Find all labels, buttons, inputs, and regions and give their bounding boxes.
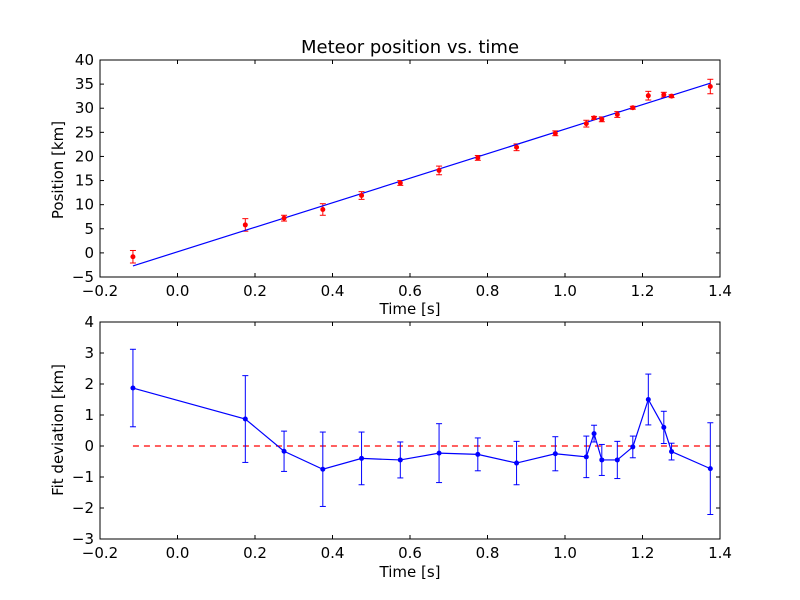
y-tick-label: 10 bbox=[75, 196, 94, 214]
deviation-point bbox=[614, 457, 620, 463]
y-tick-label: −1 bbox=[72, 468, 94, 486]
x-tick-label: −0.2 bbox=[82, 282, 118, 300]
deviation-point bbox=[359, 455, 365, 461]
y-tick-label: 15 bbox=[75, 172, 94, 190]
deviation-point bbox=[242, 416, 248, 422]
y-tick-label: 3 bbox=[84, 344, 94, 362]
x-tick-label: 0.0 bbox=[166, 282, 190, 300]
fit-line bbox=[132, 82, 711, 267]
y-tick-label: 40 bbox=[75, 51, 94, 69]
position-point bbox=[583, 121, 589, 127]
position-point bbox=[397, 180, 403, 186]
y-tick-label: −3 bbox=[72, 530, 94, 548]
deviation-point bbox=[630, 444, 636, 450]
position-point bbox=[614, 111, 620, 117]
position-point bbox=[599, 116, 605, 122]
deviation-point bbox=[707, 466, 713, 472]
x-tick-label: −0.2 bbox=[82, 544, 118, 562]
position-plot-ylabel: Position [km] bbox=[49, 121, 67, 219]
deviation-point bbox=[475, 451, 481, 457]
deviation-point bbox=[320, 466, 326, 472]
position-point bbox=[281, 215, 287, 221]
position-point bbox=[630, 105, 636, 111]
position-point bbox=[242, 222, 248, 228]
x-tick-label: 0.8 bbox=[476, 544, 500, 562]
position-point bbox=[707, 84, 713, 90]
deviation-plot-frame bbox=[99, 321, 721, 540]
x-tick-label: 0.0 bbox=[166, 544, 190, 562]
position-point bbox=[130, 254, 136, 260]
y-tick-label: 5 bbox=[84, 220, 94, 238]
deviation-plot-xlabel: Time [s] bbox=[379, 563, 441, 581]
x-tick-label: 0.2 bbox=[243, 544, 267, 562]
y-tick-label: 0 bbox=[84, 437, 94, 455]
deviation-plot-ylabel: Fit deviation [km] bbox=[49, 364, 67, 496]
position-point bbox=[475, 155, 481, 161]
x-tick-label: 1.0 bbox=[553, 282, 577, 300]
deviation-point bbox=[591, 431, 597, 437]
y-tick-label: 20 bbox=[75, 147, 94, 165]
x-tick-label: 0.4 bbox=[321, 544, 345, 562]
x-tick-label: 0.4 bbox=[321, 282, 345, 300]
y-tick-label: 35 bbox=[75, 75, 94, 93]
deviation-point bbox=[436, 450, 442, 456]
y-tick-label: 30 bbox=[75, 99, 94, 117]
position-plot-marks: −0.2 0.0 0.2 0.4 0.6 0.8 1.0 1.2 1.4 −5 0 5 10 15 20 25… bbox=[72, 51, 732, 300]
position-point bbox=[645, 93, 651, 99]
y-tick-label: 4 bbox=[84, 313, 94, 331]
deviation-point bbox=[397, 457, 403, 463]
position-point bbox=[552, 130, 558, 136]
position-point bbox=[320, 206, 326, 212]
position-plot-title: Meteor position vs. time bbox=[301, 37, 519, 58]
deviation-point bbox=[645, 397, 651, 402]
position-point bbox=[661, 92, 667, 98]
x-tick-label: 1.2 bbox=[631, 282, 655, 300]
position-point bbox=[359, 193, 365, 199]
x-tick-label: 0.6 bbox=[398, 544, 422, 562]
position-point bbox=[591, 115, 597, 121]
deviation-point bbox=[599, 457, 605, 463]
deviation-point bbox=[514, 460, 520, 466]
x-tick-label: 0.8 bbox=[476, 282, 500, 300]
position-point bbox=[514, 144, 520, 150]
position-plot-xlabel: Time [s] bbox=[379, 300, 441, 318]
y-tick-label: −2 bbox=[72, 499, 94, 517]
x-tick-label: 0.2 bbox=[243, 282, 267, 300]
y-tick-label: 0 bbox=[84, 244, 94, 262]
deviation-point bbox=[552, 451, 558, 457]
deviation-point bbox=[669, 449, 675, 455]
y-tick-label: 1 bbox=[84, 406, 94, 424]
position-plot-frame bbox=[99, 59, 721, 278]
x-tick-label: 1.4 bbox=[708, 282, 732, 300]
deviation-plot: Time [s] Fit deviation [km] −0.2 0.0 0.2 0.… bbox=[49, 313, 732, 581]
deviation-point bbox=[281, 448, 287, 454]
y-tick-label: 25 bbox=[75, 123, 94, 141]
x-tick-label: 1.0 bbox=[553, 544, 577, 562]
x-tick-label: 1.4 bbox=[708, 544, 732, 562]
deviation-plot-marks: −0.2 0.0 0.2 0.4 0.6 0.8 1.0 1.2 1.4 −3 −2 −1 0 1 2 3 4 bbox=[72, 313, 732, 562]
deviation-point bbox=[130, 385, 136, 391]
deviation-point bbox=[661, 424, 667, 430]
deviation-point bbox=[583, 454, 589, 460]
x-tick-label: 1.2 bbox=[631, 544, 655, 562]
y-tick-label: 2 bbox=[84, 375, 94, 393]
position-point bbox=[436, 167, 442, 173]
position-plot: Meteor position vs. time Time [s] Positi… bbox=[49, 37, 732, 318]
y-tick-label: −5 bbox=[72, 268, 94, 286]
position-point bbox=[669, 93, 675, 99]
x-tick-label: 0.6 bbox=[398, 282, 422, 300]
